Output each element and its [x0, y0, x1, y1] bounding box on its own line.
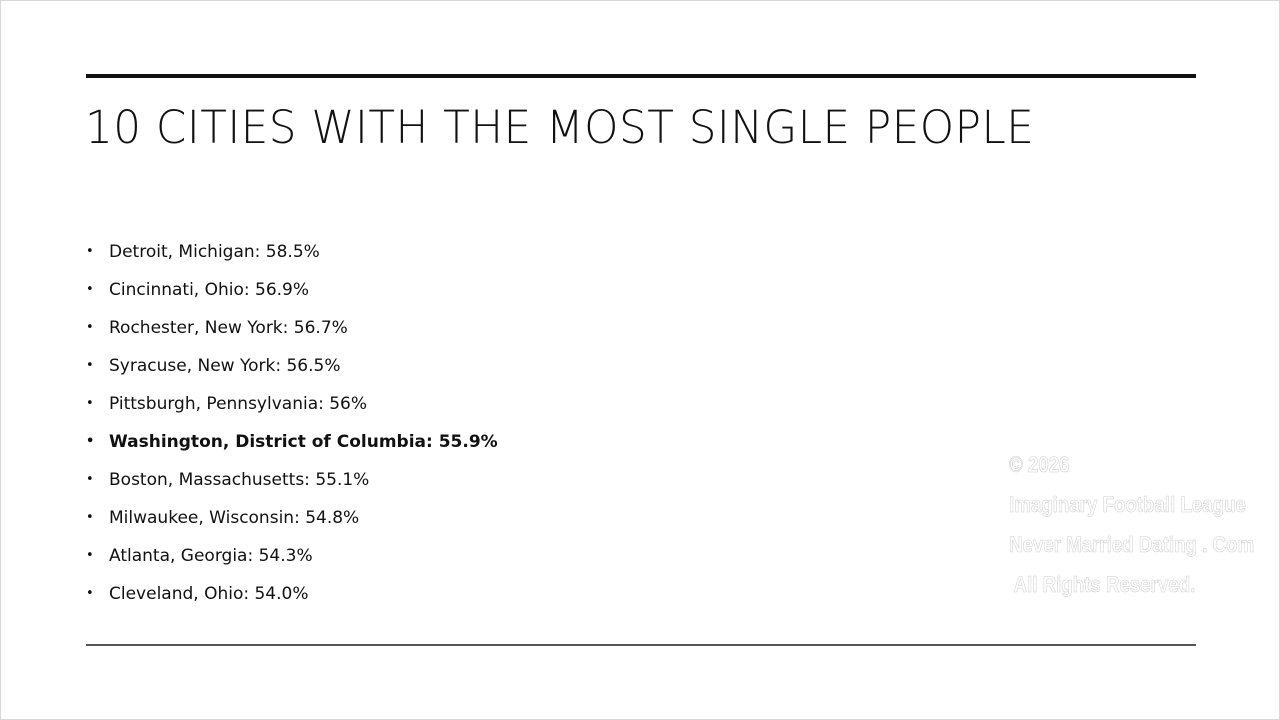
list-item: Boston, Massachusetts: 55.1%: [86, 466, 498, 504]
top-rule: [86, 74, 1196, 78]
list-item: Rochester, New York: 56.7%: [86, 314, 498, 352]
list-item: Detroit, Michigan: 58.5%: [86, 238, 498, 276]
list-item: Milwaukee, Wisconsin: 54.8%: [86, 504, 498, 542]
watermark-line: All Rights Reserved.: [1009, 572, 1196, 598]
list-item: Syracuse, New York: 56.5%: [86, 352, 498, 390]
list-item: Pittsburgh, Pennsylvania: 56%: [86, 390, 498, 428]
slide-title: 10 CITIES WITH THE MOST SINGLE PEOPLE: [85, 101, 1035, 154]
watermark-line: Never Married Dating . Com: [1009, 532, 1255, 558]
watermark-line: © 2026: [1009, 452, 1070, 478]
list-item: Cleveland, Ohio: 54.0%: [86, 580, 498, 618]
list-item: Washington, District of Columbia: 55.9%: [86, 428, 498, 466]
list-item: Cincinnati, Ohio: 56.9%: [86, 276, 498, 314]
city-list: Detroit, Michigan: 58.5%Cincinnati, Ohio…: [86, 238, 498, 618]
watermark: © 2026 Imaginary Football League Never Mar…: [1009, 449, 1280, 609]
list-item: Atlanta, Georgia: 54.3%: [86, 542, 498, 580]
watermark-line: Imaginary Football League: [1009, 492, 1246, 518]
bottom-rule: [86, 644, 1196, 646]
